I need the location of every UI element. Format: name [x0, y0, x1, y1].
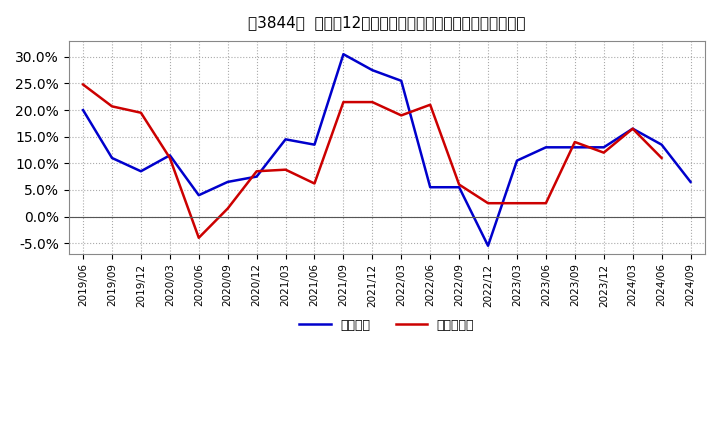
- 当期純利益: [194, 235, 203, 240]
- 経常利益: [570, 145, 579, 150]
- 経常利益: [484, 243, 492, 249]
- 当期純利益: [310, 181, 319, 186]
- 経常利益: [368, 67, 377, 73]
- 当期純利益: [629, 126, 637, 131]
- 経常利益: [108, 155, 117, 161]
- 経常利益: [657, 142, 666, 147]
- Line: 経常利益: 経常利益: [83, 54, 690, 246]
- 経常利益: [426, 185, 434, 190]
- 当期純利益: [426, 102, 434, 107]
- 経常利益: [252, 174, 261, 179]
- 当期純利益: [108, 104, 117, 109]
- 当期純利益: [166, 155, 174, 161]
- 当期純利益: [657, 155, 666, 161]
- 経常利益: [78, 107, 87, 113]
- 当期純利益: [339, 99, 348, 105]
- 当期純利益: [541, 201, 550, 206]
- 経常利益: [600, 145, 608, 150]
- 経常利益: [541, 145, 550, 150]
- 当期純利益: [223, 206, 232, 211]
- 当期純利益: [397, 113, 405, 118]
- 経常利益: [223, 179, 232, 184]
- 経常利益: [455, 185, 464, 190]
- 当期純利益: [513, 201, 521, 206]
- 当期純利益: [455, 182, 464, 187]
- 当期純利益: [368, 99, 377, 105]
- 経常利益: [166, 153, 174, 158]
- 経常利益: [686, 179, 695, 184]
- 当期純利益: [78, 82, 87, 87]
- 経常利益: [282, 137, 290, 142]
- 当期純利益: [484, 201, 492, 206]
- 当期純利益: [570, 139, 579, 145]
- 当期純利益: [137, 110, 145, 115]
- 当期純利益: [600, 150, 608, 155]
- 当期純利益: [252, 169, 261, 174]
- Title: ［3844］  利益の12か月移動合計の対前年同期増減率の推移: ［3844］ 利益の12か月移動合計の対前年同期増減率の推移: [248, 15, 526, 30]
- Legend: 経常利益, 当期純利益: 経常利益, 当期純利益: [294, 314, 480, 337]
- 経常利益: [137, 169, 145, 174]
- 経常利益: [629, 126, 637, 131]
- 当期純利益: [282, 167, 290, 172]
- 経常利益: [513, 158, 521, 163]
- 経常利益: [310, 142, 319, 147]
- Line: 当期純利益: 当期純利益: [83, 84, 662, 238]
- 経常利益: [397, 78, 405, 84]
- 経常利益: [339, 51, 348, 57]
- 経常利益: [194, 193, 203, 198]
